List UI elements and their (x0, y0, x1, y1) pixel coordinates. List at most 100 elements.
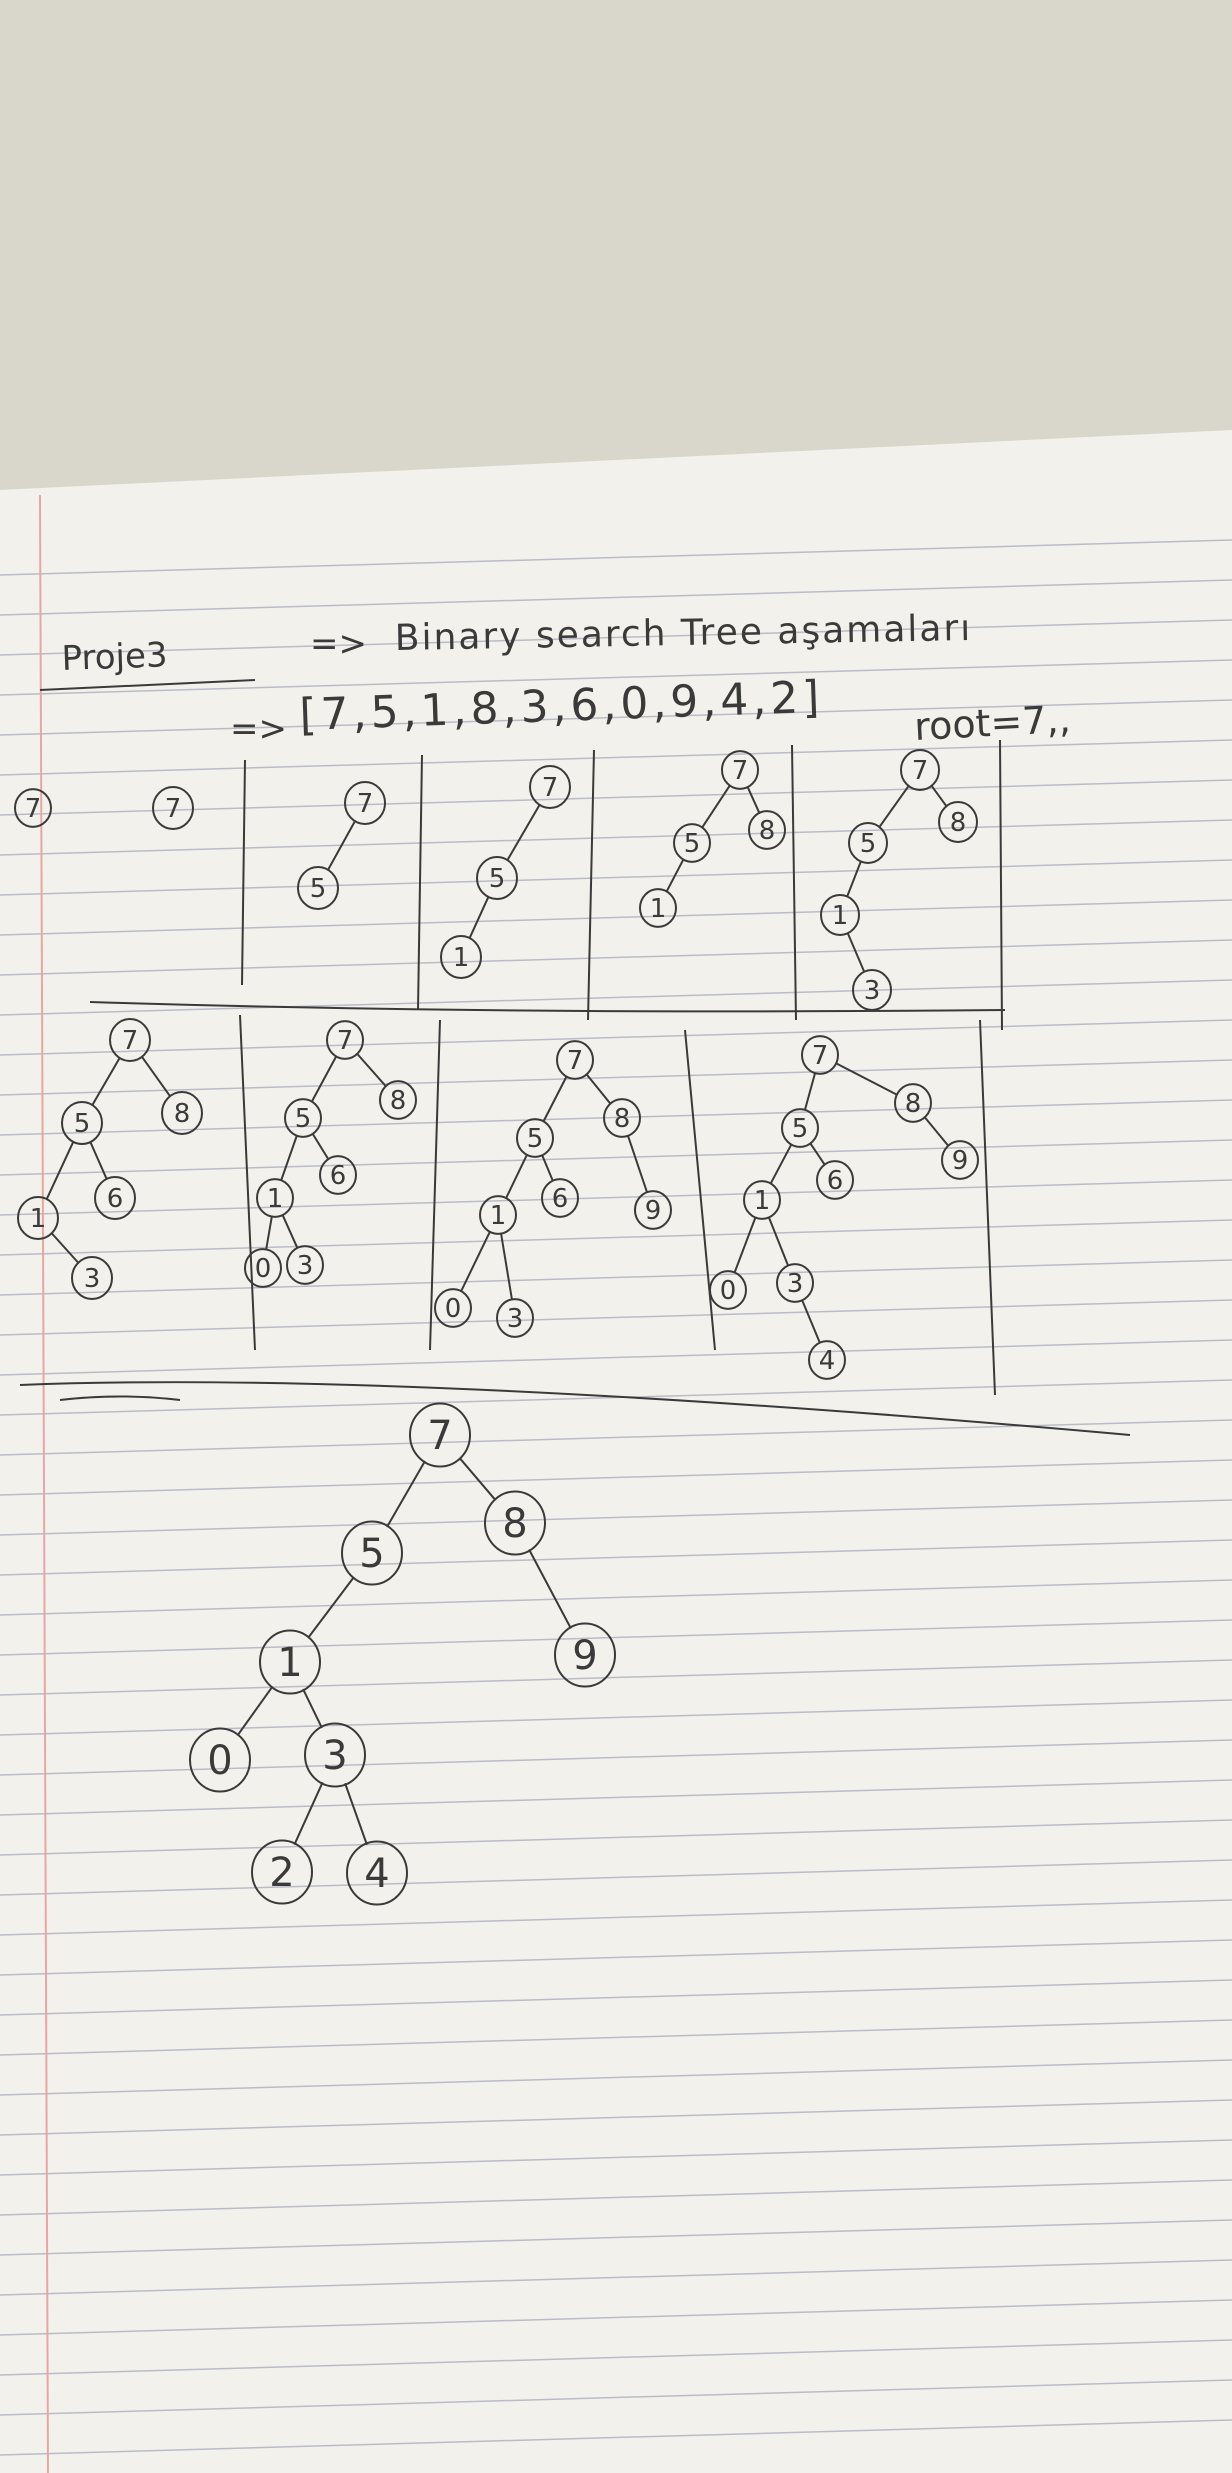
tree-node-circle (673, 823, 711, 863)
heading-arrow-2: => (230, 709, 287, 749)
tree-node-circle (541, 1178, 579, 1218)
tree-node-label: 5 (684, 829, 701, 859)
tree-node-circle (820, 894, 860, 936)
tree-node-circle (516, 1118, 554, 1158)
tree-edge (585, 1073, 612, 1105)
ruled-line (0, 739, 1232, 776)
tree-node-label: 7 (25, 794, 42, 824)
tree-edge (293, 1781, 324, 1846)
ruled-line (0, 659, 1232, 696)
tree-node-label: 3 (297, 1251, 314, 1281)
tree-node-circle (848, 822, 888, 864)
tree-edge (626, 1134, 649, 1194)
divider-vertical (979, 1019, 996, 1396)
tree-node-label: 5 (489, 864, 506, 894)
tree-node-label: 7 (732, 756, 749, 786)
ruled-line (0, 899, 1232, 936)
tree-node-circle (554, 1622, 616, 1688)
tree-edge (800, 1299, 822, 1344)
tree-node-circle (297, 866, 339, 910)
tree-edge (140, 1055, 172, 1098)
tree-node-circle (304, 1722, 366, 1788)
tree-node-circle (71, 1256, 113, 1300)
tree-node-label: 3 (322, 1733, 347, 1779)
tree-edge (665, 858, 685, 893)
ruled-line (0, 2299, 1232, 2336)
tree-edge (458, 1457, 497, 1501)
ruled-line (0, 2179, 1232, 2216)
tree-node-circle (808, 1340, 846, 1380)
tree-node-circle (556, 1040, 594, 1080)
tree-node-label: 4 (364, 1851, 389, 1897)
ruled-line (0, 819, 1232, 856)
tree-node-circle (529, 765, 571, 809)
tree-node-circle (319, 1155, 357, 1195)
ruled-line (0, 1939, 1232, 1976)
tree-node-label: 8 (390, 1086, 407, 1116)
tree-node-circle (326, 1020, 364, 1060)
ruled-line (0, 539, 1232, 576)
tree-node-label: 5 (860, 829, 877, 859)
tree-node-circle (341, 1520, 403, 1586)
tree-edge (528, 1549, 572, 1629)
tree-node-circle (379, 1080, 417, 1120)
ruled-line (0, 1059, 1232, 1096)
tree-edge (326, 820, 357, 871)
ruled-line (0, 1699, 1232, 1736)
tree-node-label: 5 (74, 1109, 91, 1139)
heading-arrow-1: => (310, 624, 367, 664)
tree-node-label: 1 (490, 1201, 507, 1231)
tree-edge (845, 860, 863, 898)
ruled-line (0, 2099, 1232, 2136)
tree-edge (701, 784, 731, 829)
tree-edge (809, 1142, 826, 1166)
tree-node-circle (434, 1288, 472, 1328)
tree-node-label: 7 (567, 1046, 584, 1076)
ruled-line (0, 619, 1232, 656)
tree-edge (499, 1232, 514, 1301)
ruled-line (0, 2379, 1232, 2416)
tree-node-label: 8 (950, 808, 967, 838)
tree-node-circle (189, 1727, 251, 1793)
tree-edge (767, 1216, 790, 1267)
ruled-line (0, 1819, 1232, 1856)
tree-node-label: 3 (864, 976, 881, 1006)
tree-node-label: 9 (645, 1196, 662, 1226)
tree-edge (878, 784, 910, 829)
ruled-line (0, 1459, 1232, 1496)
bst-stage-4: 7 5 1 (440, 765, 571, 979)
tree-node-circle (152, 786, 194, 830)
tree-node-circle (484, 1490, 546, 1556)
tree-node-label: 7 (122, 1026, 139, 1056)
divider-vertical (791, 744, 797, 1021)
tree-node-circle (603, 1098, 641, 1138)
tree-node-label: 9 (952, 1146, 969, 1176)
ruled-line (0, 699, 1232, 736)
ruled-line (0, 1579, 1232, 1616)
tree-edge (542, 1075, 568, 1123)
tree-edge (50, 1232, 80, 1264)
ruled-line (0, 1099, 1232, 1136)
ruled-line (0, 859, 1232, 896)
tree-edge (310, 1055, 338, 1103)
tree-node-circle (17, 1196, 59, 1240)
tree-node-circle (251, 1839, 313, 1905)
tree-edge (89, 1140, 108, 1181)
ruled-line (0, 1299, 1232, 1336)
divider-vertical (239, 1014, 256, 1351)
ruled-line (0, 939, 1232, 976)
bst-stage-9: 7 5 8 1 6 9 0 3 (434, 1040, 672, 1338)
divider-vertical (417, 754, 423, 1011)
tree-node-label: 1 (30, 1204, 47, 1234)
ruled-line (0, 1859, 1232, 1896)
tree-node-circle (743, 1180, 781, 1220)
tree-node-circle (409, 1402, 471, 1468)
tree-node-circle (244, 1248, 282, 1288)
divider-vertical (999, 739, 1003, 1031)
tree-node-circle (721, 750, 759, 790)
tree-edge (307, 1576, 355, 1639)
stage-dividers (19, 739, 1131, 1436)
tree-node-label: 6 (330, 1161, 347, 1191)
ruled-line (0, 1139, 1232, 1176)
tree-edge (265, 1215, 273, 1251)
